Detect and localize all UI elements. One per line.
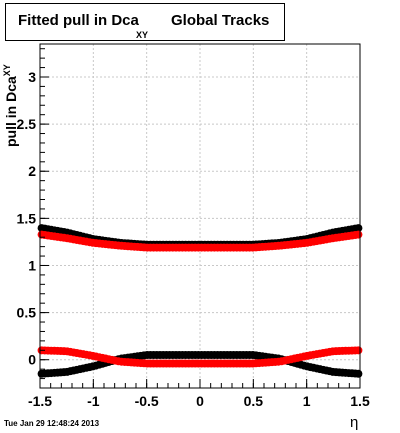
data-series: [37, 224, 363, 378]
y-tick-label: 2: [28, 163, 36, 179]
x-axis-label: η: [350, 414, 359, 431]
x-tick-label: 1: [303, 393, 311, 409]
data-point: [354, 369, 363, 378]
data-point: [354, 346, 363, 355]
x-tick-label: -0.5: [135, 393, 159, 409]
x-tick-label: -1.5: [28, 393, 52, 409]
data-point: [354, 230, 363, 239]
x-tick-label: 1.5: [350, 393, 370, 409]
chart-title: Fitted pull in Dca: [18, 12, 139, 29]
y-tick-label: 1.5: [17, 210, 37, 226]
y-axis-label-subscript: XY: [2, 64, 12, 77]
timestamp: Tue Jan 29 12:48:24 2013: [4, 419, 100, 428]
y-tick-label: 0.5: [17, 305, 37, 321]
x-tick-label: -1: [87, 393, 100, 409]
chart-title-box: Fitted pull in Dca XY Global Tracks: [5, 3, 285, 41]
chart-title-tail: Global Tracks: [171, 12, 270, 29]
y-tick-label: 1: [28, 257, 36, 273]
y-axis-label: pull in DcaXY: [2, 64, 19, 147]
x-tick-label: 0.5: [244, 393, 264, 409]
axis-tick-labels: -1.5 -1 -0.5 0 0.5 1 1.5 0 0.5 1 1.5 2 2.5 3: [17, 69, 370, 409]
series-3-mean: [37, 346, 363, 368]
series-1-sigma: [37, 230, 363, 252]
y-tick-label: 3: [28, 69, 36, 85]
series-2-mean: [37, 351, 363, 378]
x-tick-label: 0: [196, 393, 204, 409]
grid-lines: [40, 44, 360, 388]
y-tick-label: 2.5: [17, 116, 37, 132]
axis-ticks: [39, 48, 361, 388]
chart-title-subscript: XY: [136, 30, 149, 40]
y-tick-label: 0: [28, 352, 36, 368]
